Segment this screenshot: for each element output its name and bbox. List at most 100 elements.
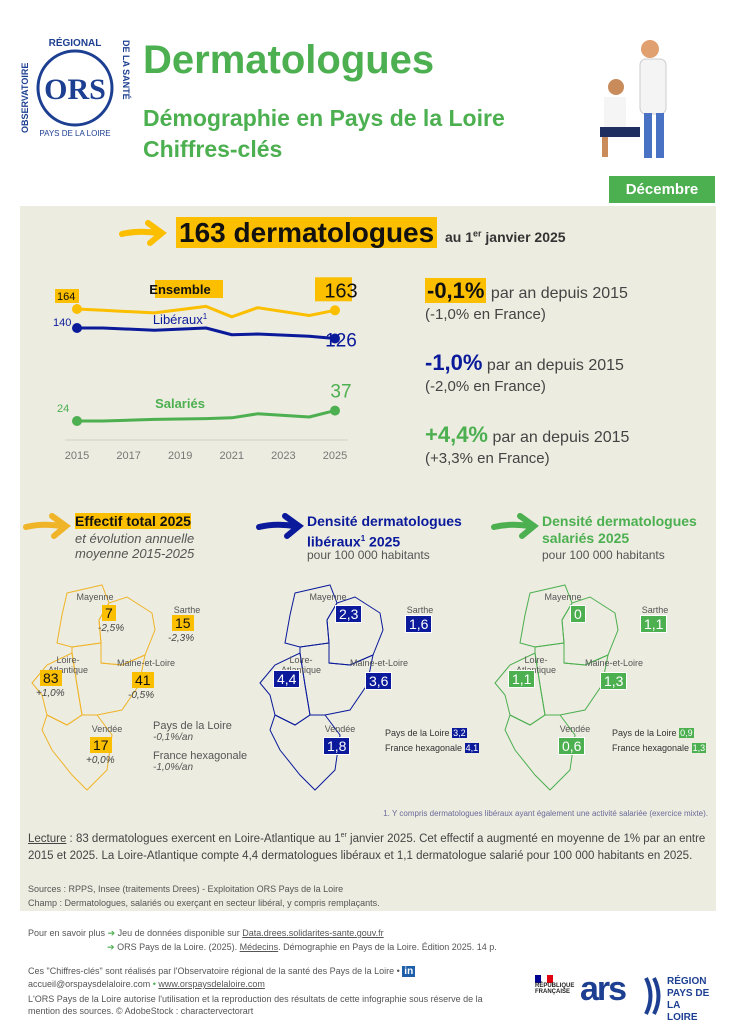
svg-text:DE LA SANTÉ: DE LA SANTÉ [121, 40, 131, 100]
stat-text: par an depuis 2015 [488, 429, 630, 446]
region-name: Loire-Atlantique [280, 655, 322, 675]
stat-text: par an depuis 2015 [486, 285, 628, 302]
headline-suffix: au 1er janvier 2025 [445, 228, 566, 245]
legend-label: Pays de la Loire [153, 720, 232, 732]
stat-line: -0,1% par an depuis 2015 [425, 278, 629, 304]
date-badge: Décembre 2025 [609, 176, 715, 225]
region-name: Mayenne [544, 592, 582, 602]
region-logo: RÉGION PAYS DE LA LOIRE [643, 976, 713, 1024]
page-title: Dermatologues [143, 38, 435, 82]
republique-francaise-logo: RÉPUBLIQUE FRANÇAISE [535, 975, 575, 995]
sep: • [150, 979, 159, 989]
legend-label: France hexagonale [612, 743, 690, 753]
legend-value: 1,3 [691, 743, 707, 753]
start-label: 164 [57, 291, 75, 303]
series-line [77, 326, 336, 340]
map-title: Densité dermatologues salariés 2025 [542, 513, 722, 547]
legend-label: Pays de la Loire [385, 728, 450, 738]
arrow-right-icon: ➔ [107, 928, 116, 938]
stat-france: (-2,0% en France) [425, 378, 546, 395]
sources: Sources : RPPS, Insee (traitements Drees… [28, 884, 344, 894]
map-subtitle: pour 100 000 habitants [307, 548, 430, 562]
map-subtitle: pour 100 000 habitants [542, 548, 665, 562]
subtitle-line: Démographie en Pays de la Loire [143, 105, 505, 131]
x-tick-label: 2023 [271, 450, 295, 462]
svg-text:OBSERVATOIRE: OBSERVATOIRE [20, 63, 30, 133]
legend-value: -1,0%/an [153, 762, 194, 773]
region-name: Maine-et-Loire [349, 658, 409, 668]
end-point [330, 305, 340, 316]
headline: 163 dermatologues au 1er janvier 2025 [176, 217, 566, 249]
department-outline [41, 714, 113, 791]
region-name: Sarthe [641, 605, 669, 615]
series-name: Ensemble [149, 282, 210, 297]
map-title-text: Densité dermatologues salariés 2025 [542, 513, 697, 546]
linkedin-icon[interactable]: in [402, 966, 416, 977]
region-name: Vendée [91, 724, 123, 734]
contact: accueil@orspaysdelaloire.com • www.orspa… [28, 979, 265, 989]
region-evolution: -0,5% [128, 690, 155, 701]
content-panel [20, 206, 716, 911]
stat-france: (-1,0% en France) [425, 306, 546, 323]
legend-value: 0,9 [679, 728, 694, 738]
legend-label: France hexagonale [385, 743, 463, 753]
stat-value: -0,1% [425, 278, 487, 303]
region-name: Loire-Atlantique [515, 655, 557, 675]
x-tick-label: 2025 [323, 450, 347, 462]
ors-logo: ORS RÉGIONAL PAYS DE LA LOIRE OBSERVATOI… [18, 35, 133, 140]
end-label: 126 [325, 331, 357, 352]
stat-value: -1,0% [425, 350, 483, 375]
department-outline [534, 642, 609, 716]
region-name: Maine-et-Loire [116, 658, 176, 668]
map-block: Effectif total 2025 et évolution annuell… [22, 510, 252, 810]
region-value: 4,4 [273, 670, 301, 688]
more-text: Jeu de données disponible sur [117, 928, 243, 938]
start-point [72, 323, 82, 333]
department-outline [504, 714, 576, 791]
map-block: Densité dermatologues salariés 2025 pour… [490, 510, 720, 810]
region-value: 0,6 [558, 737, 586, 755]
end-point [330, 405, 340, 416]
map-title: Densité dermatologues libéraux1 2025 [307, 513, 487, 551]
medecins-link[interactable]: Médecins [239, 942, 279, 952]
drees-link[interactable]: Data.drees.solidarites-sante.gouv.fr [242, 928, 384, 938]
svg-text:ORS: ORS [44, 73, 106, 106]
more-info-2: ➔ ORS Pays de la Loire. (2025). Médecins… [107, 942, 497, 953]
map-subtitle: et évolution annuelle moyenne 2015-2025 [75, 531, 195, 561]
map-title-text: Densité dermatologues libéraux [307, 513, 462, 550]
region-value: 41 [132, 672, 154, 688]
legend-value: 3,2 [452, 728, 467, 738]
region-value: 1,1 [640, 615, 668, 633]
svg-text:PAYS DE LA LOIRE: PAYS DE LA LOIRE [39, 129, 110, 138]
region-value: 1,8 [323, 737, 351, 755]
legend-pdl: Pays de la Loire 3,2 [385, 728, 467, 738]
license: L'ORS Pays de la Loire autorise l'utilis… [28, 994, 483, 1016]
headline-value: 163 dermatologues [176, 217, 438, 248]
email-link[interactable]: accueil@orspaysdelaloire.com [28, 979, 151, 989]
region-name: Vendée [559, 724, 591, 734]
champ: Champ : Dermatologues, salariés ou exerç… [28, 898, 380, 908]
department-outline [299, 642, 374, 716]
end-point [330, 333, 340, 344]
region-evolution: +1,0% [36, 688, 65, 699]
stat-text: par an depuis 2015 [482, 357, 624, 374]
lecture-body: janvier 2025. Cet effectif a augmenté en… [28, 832, 706, 862]
region-name: Maine-et-Loire [584, 658, 644, 668]
legend-pdl: Pays de la Loire 0,9 [612, 728, 694, 738]
page-subtitle: Démographie en Pays de la Loire Chiffres-… [143, 103, 505, 165]
legend-france: France hexagonale 4,1 [385, 743, 480, 753]
legend-value: -0,1%/an [153, 732, 194, 743]
region-value: 1,1 [508, 670, 536, 688]
start-label: 24 [57, 403, 69, 415]
series-line [77, 409, 336, 423]
legend-france: France hexagonale 1,3 [612, 743, 707, 753]
start-point [72, 416, 82, 426]
site-link[interactable]: www.orspaysdelaloire.com [158, 979, 265, 989]
stat-item: +4,4% par an depuis 2015 (+3,3% en France… [425, 424, 629, 469]
department-map [494, 584, 619, 791]
doctor-illustration [590, 35, 685, 163]
region-value: 17 [90, 737, 112, 753]
end-label: 37 [330, 382, 351, 403]
region-name: Mayenne [76, 592, 114, 602]
legend-label: Pays de la Loire [612, 728, 677, 738]
